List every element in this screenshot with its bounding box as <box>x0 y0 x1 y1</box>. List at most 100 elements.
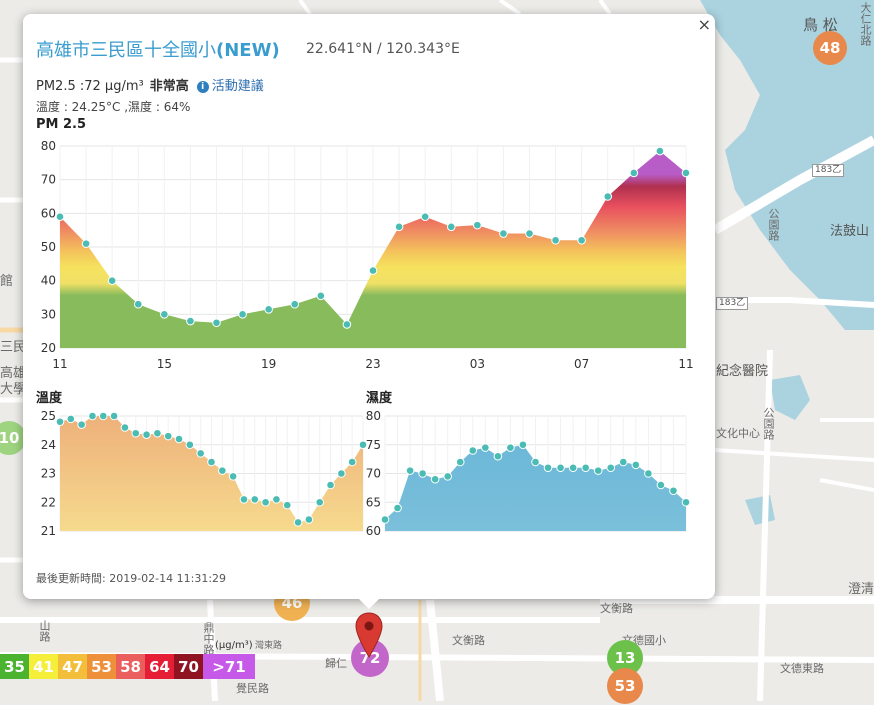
data-point <box>493 451 503 461</box>
data-point <box>518 440 528 450</box>
data-point <box>142 430 151 439</box>
map-road-label: 歸仁 <box>325 657 347 670</box>
map-road-label: 灣東路 <box>255 641 283 651</box>
data-point <box>644 469 653 478</box>
legend-cell: 64 <box>145 654 174 679</box>
data-point <box>77 420 86 429</box>
data-point <box>380 515 390 524</box>
legend-cell: 58 <box>116 654 145 679</box>
map-place-label: 法鼓山 <box>830 224 870 239</box>
data-point <box>481 443 490 452</box>
data-point <box>316 291 326 301</box>
y-tick-label: 25 <box>41 409 56 423</box>
data-point <box>593 466 603 475</box>
map-place-label: 館 <box>0 274 14 289</box>
data-point <box>218 466 227 475</box>
y-tick-label: 80 <box>366 409 381 423</box>
close-icon[interactable]: × <box>697 15 711 34</box>
data-point <box>506 443 515 452</box>
y-tick-label: 70 <box>41 173 56 187</box>
aq-marker-selected[interactable]: 72 <box>351 639 389 677</box>
y-tick-label: 40 <box>41 274 56 288</box>
legend-cell: 41 <box>29 654 58 679</box>
x-tick-label: 11 <box>678 357 693 371</box>
pm-reading-line: PM2.5 :72 μg/m³ 非常高 i 活動建議 <box>36 75 264 94</box>
map-road-label: 文衡路 <box>452 634 485 647</box>
y-tick-label: 60 <box>366 524 381 538</box>
legend-cell: 53 <box>87 654 116 679</box>
y-tick-label: 30 <box>41 307 56 321</box>
lake-water <box>700 0 874 330</box>
data-point <box>368 266 378 275</box>
data-point <box>81 239 91 248</box>
data-point <box>525 229 534 238</box>
data-point <box>282 500 292 510</box>
pond-water <box>770 375 810 420</box>
station-coordinates: 22.641°N / 120.343°E <box>306 41 460 57</box>
data-point <box>577 235 586 245</box>
map-place-label: 鳥 松 <box>803 16 838 34</box>
data-point <box>473 220 482 230</box>
data-point <box>420 212 430 221</box>
humidity-chart-title: 濕度 <box>366 391 393 406</box>
legend-cell: 47 <box>58 654 87 679</box>
map-road-label: 文衡路 <box>600 602 633 615</box>
legend-unit: (μg/m³) <box>215 640 253 651</box>
data-point <box>499 229 508 238</box>
temperature-chart: 25 24 23 22 21 <box>41 409 368 538</box>
data-point <box>556 463 565 473</box>
data-point <box>531 457 540 467</box>
data-point <box>358 440 368 450</box>
data-point <box>606 463 616 473</box>
x-tick-label: 15 <box>157 357 172 371</box>
map-road-label: 公園路 <box>767 208 780 241</box>
map-place-label: 澄清 <box>848 582 874 597</box>
data-point <box>326 480 335 490</box>
map-road-label: 鼎中路 <box>202 622 215 655</box>
data-point <box>239 495 249 504</box>
info-icon[interactable]: i <box>196 81 209 93</box>
map-place-label: 大學 <box>0 382 27 397</box>
pm-legend: 35 41 47 53 58 64 70 >71 <box>0 654 255 679</box>
y-tick-label: 70 <box>366 467 381 481</box>
data-point <box>551 235 560 245</box>
aq-marker[interactable]: 10 <box>0 421 26 455</box>
data-point <box>631 460 641 470</box>
data-point <box>212 318 221 328</box>
data-point <box>250 495 260 504</box>
data-point <box>543 463 553 473</box>
data-point <box>293 518 303 527</box>
legend-cell: 70 <box>174 654 203 679</box>
data-point <box>304 515 314 524</box>
x-tick-label: 07 <box>574 357 589 371</box>
data-point <box>430 474 440 484</box>
data-point <box>55 212 65 221</box>
aq-marker[interactable]: 53 <box>607 668 643 704</box>
pm-chart-title: PM 2.5 <box>36 117 87 132</box>
data-point <box>107 276 117 285</box>
data-point <box>337 469 346 478</box>
aq-marker[interactable]: 48 <box>813 31 847 65</box>
station-name: 高雄市三民區十全國小 <box>36 40 216 61</box>
legend-cell: >71 <box>203 654 255 679</box>
map-pin-icon[interactable] <box>355 612 383 658</box>
x-tick-label: 11 <box>52 357 67 371</box>
map-place-label: 高雄 <box>0 366 27 381</box>
map-road-label: 大仁北路 <box>859 2 872 46</box>
data-point <box>55 417 65 427</box>
activity-advice-link[interactable]: 活動建議 <box>211 79 264 94</box>
map-road-label: 覺民路 <box>236 682 269 695</box>
data-point <box>133 299 143 309</box>
map-road-shield: 183乙 <box>812 164 845 177</box>
aq-marker[interactable]: 13 <box>607 640 643 676</box>
map-place-label: 紀念醫院 <box>716 364 769 379</box>
data-point <box>207 457 216 467</box>
data-point <box>443 472 453 481</box>
series-area <box>385 444 686 531</box>
data-point <box>581 463 590 473</box>
station-title[interactable]: 高雄市三民區十全國小(NEW) <box>36 36 280 62</box>
y-tick-label: 23 <box>41 467 56 481</box>
data-point <box>272 495 281 504</box>
data-point <box>160 310 169 319</box>
series-area <box>60 416 363 531</box>
